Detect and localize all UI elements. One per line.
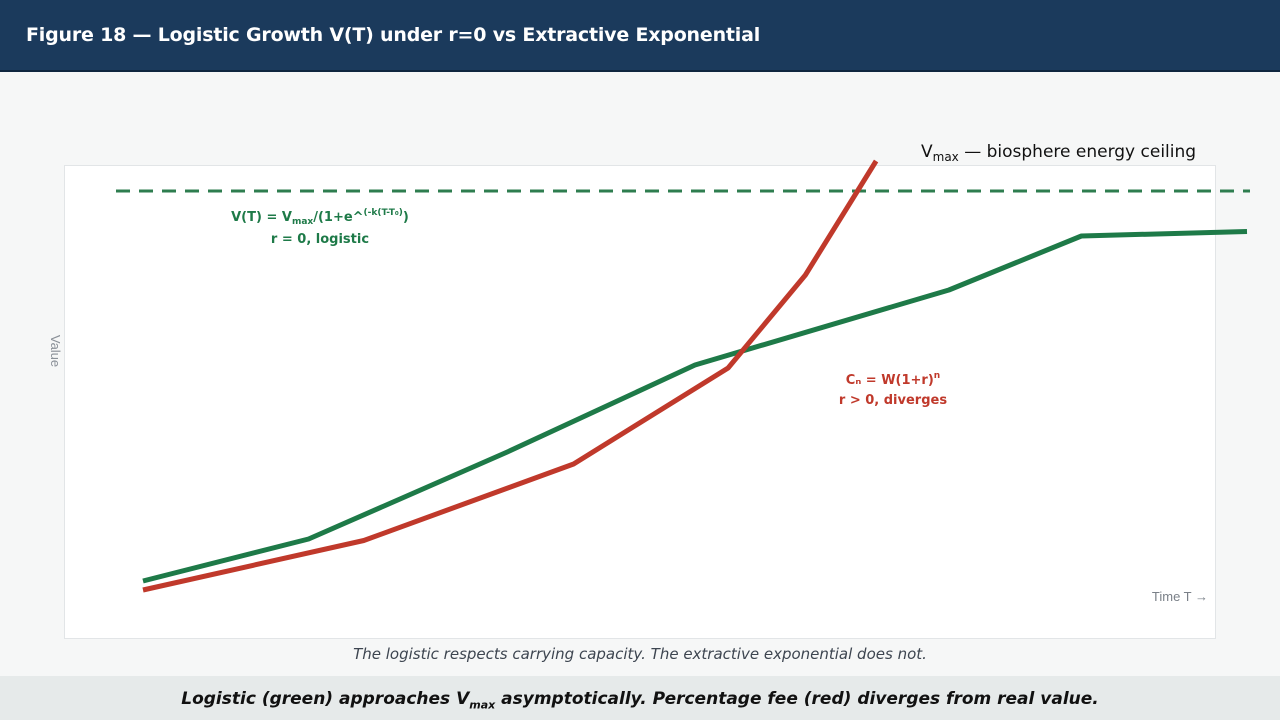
logistic-formula: V(T) = Vmax/(1+e^(-k(T-T₀)) — [231, 208, 409, 227]
page-title: Figure 18 — Logistic Growth V(T) under r… — [26, 24, 761, 46]
plot-panel — [64, 165, 1216, 639]
logistic-formula-c: /(1+e^ — [313, 210, 363, 225]
y-axis-label: Value — [48, 335, 63, 367]
exponential-formula: Cₙ = W(1+r)n — [846, 371, 940, 388]
x-axis-label: Time T → — [1152, 589, 1208, 604]
footer-summary-part1: Logistic (green) approaches V — [181, 689, 470, 709]
logistic-formula-a: V(T) = V — [231, 210, 292, 225]
vmax-label-sub: max — [933, 150, 959, 164]
series-layer — [116, 159, 1250, 593]
footer-summary: Logistic (green) approaches Vmax asympto… — [0, 689, 1280, 711]
exponential-formula-line2: r > 0, diverges — [839, 393, 947, 408]
footer-summary-sub: max — [469, 698, 496, 712]
exponential-series-line — [142, 159, 879, 593]
logistic-series-line — [142, 229, 1248, 584]
vmax-label-main: V — [921, 142, 933, 162]
logistic-formula-line2: r = 0, logistic — [271, 232, 369, 247]
exponential-formula-b: n — [934, 371, 940, 381]
vmax-label-rest: — biosphere energy ceiling — [959, 142, 1196, 162]
vmax-label: Vmax — biosphere energy ceiling — [921, 142, 1196, 164]
logistic-formula-e: ) — [403, 210, 409, 225]
figure-caption: The logistic respects carrying capacity.… — [353, 645, 927, 663]
logistic-formula-d: (-k(T-T₀) — [364, 208, 403, 218]
footer-bar: Logistic (green) approaches Vmax asympto… — [0, 676, 1280, 720]
title-bar: Figure 18 — Logistic Growth V(T) under r… — [0, 0, 1280, 72]
exponential-formula-a: Cₙ = W(1+r) — [846, 373, 934, 388]
logistic-formula-b: max — [292, 217, 313, 227]
footer-summary-part2: asymptotically. Percentage fee (red) div… — [495, 689, 1099, 709]
